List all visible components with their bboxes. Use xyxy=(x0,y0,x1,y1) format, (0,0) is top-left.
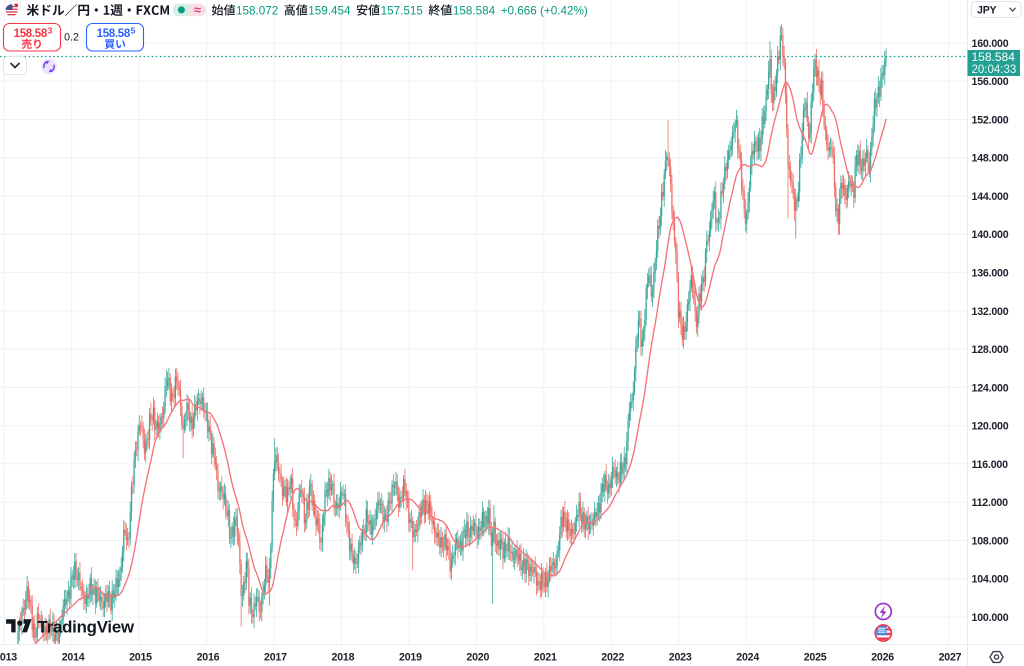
svg-text:2022: 2022 xyxy=(601,652,624,664)
svg-text:2014: 2014 xyxy=(62,652,85,664)
svg-text:2018: 2018 xyxy=(332,652,355,664)
svg-text:2026: 2026 xyxy=(871,652,894,664)
svg-text:156.000: 156.000 xyxy=(972,76,1009,88)
svg-text:JPY: JPY xyxy=(977,4,997,16)
svg-text:132.000: 132.000 xyxy=(972,306,1009,318)
svg-text:159.454: 159.454 xyxy=(308,5,351,18)
svg-text:2020: 2020 xyxy=(466,652,489,664)
svg-text:157.515: 157.515 xyxy=(381,5,424,18)
svg-text:2024: 2024 xyxy=(736,652,759,664)
svg-text:100.000: 100.000 xyxy=(972,612,1009,624)
svg-text:≈: ≈ xyxy=(194,3,201,17)
svg-text:158.584: 158.584 xyxy=(972,50,1016,64)
svg-text:116.000: 116.000 xyxy=(972,459,1009,471)
svg-text:160.000: 160.000 xyxy=(972,38,1009,50)
svg-text:158.584: 158.584 xyxy=(453,5,496,18)
svg-text:140.000: 140.000 xyxy=(972,229,1009,241)
svg-text:112.000: 112.000 xyxy=(972,497,1009,509)
svg-text:2013: 2013 xyxy=(0,652,17,664)
svg-text:2017: 2017 xyxy=(264,652,287,664)
svg-text:+0.666 (+0.42%): +0.666 (+0.42%) xyxy=(501,5,588,18)
svg-text:104.000: 104.000 xyxy=(972,574,1009,586)
svg-text:158.072: 158.072 xyxy=(236,5,278,18)
svg-text:128.000: 128.000 xyxy=(972,344,1009,356)
svg-text:0.2: 0.2 xyxy=(64,31,79,43)
svg-text:152.000: 152.000 xyxy=(972,114,1009,126)
svg-text:2016: 2016 xyxy=(197,652,220,664)
svg-text:2021: 2021 xyxy=(534,652,557,664)
svg-text:2015: 2015 xyxy=(129,652,152,664)
svg-text:144.000: 144.000 xyxy=(972,191,1009,203)
svg-text:136.000: 136.000 xyxy=(972,268,1009,280)
svg-text:158.58: 158.58 xyxy=(14,28,48,40)
svg-text:2019: 2019 xyxy=(399,652,422,664)
svg-text:120.000: 120.000 xyxy=(972,421,1009,433)
svg-text:124.000: 124.000 xyxy=(972,382,1009,394)
svg-text:3: 3 xyxy=(48,26,53,36)
svg-text:158.58: 158.58 xyxy=(97,28,131,40)
svg-text:2027: 2027 xyxy=(939,652,962,664)
svg-text:5: 5 xyxy=(131,26,136,36)
svg-text:20:04:33: 20:04:33 xyxy=(972,64,1017,76)
svg-text:TradingView: TradingView xyxy=(38,617,135,636)
svg-text:148.000: 148.000 xyxy=(972,153,1009,165)
svg-text:2023: 2023 xyxy=(669,652,692,664)
svg-text:2025: 2025 xyxy=(804,652,827,664)
svg-text:108.000: 108.000 xyxy=(972,535,1009,547)
